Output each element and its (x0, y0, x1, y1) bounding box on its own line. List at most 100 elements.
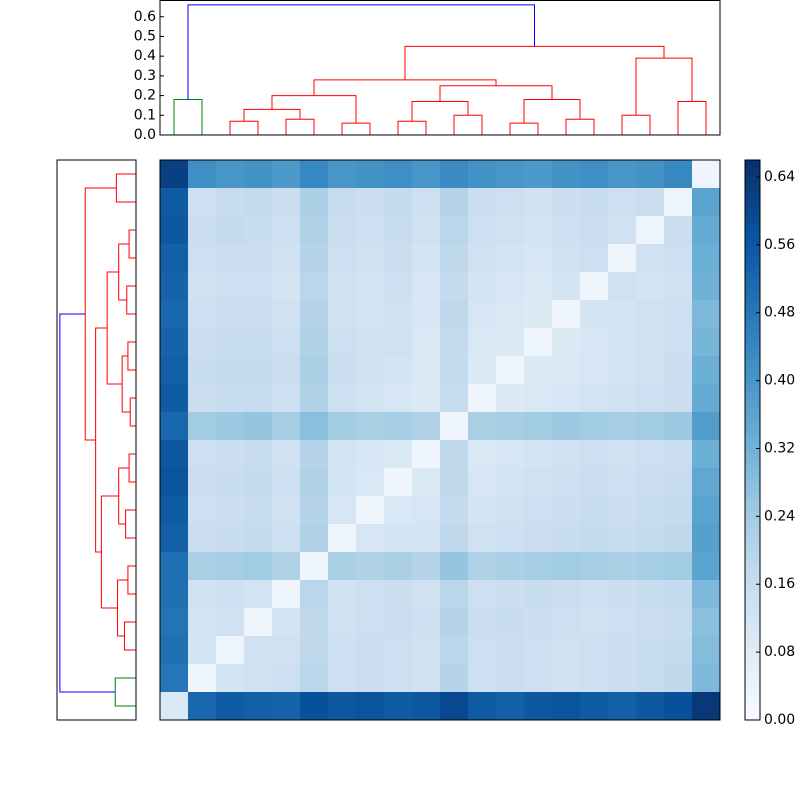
heatmap-cell (608, 440, 637, 469)
heatmap-cell (160, 272, 189, 301)
colorbar-tick-label: 0.16 (764, 576, 795, 592)
heatmap-cell (412, 664, 441, 693)
y-tick-label: 0.4 (134, 48, 156, 64)
heatmap-cell (636, 412, 665, 441)
heatmap-cell (664, 608, 693, 637)
heatmap-cell (356, 160, 385, 189)
heatmap-cell (356, 300, 385, 329)
heatmap-cell (664, 384, 693, 413)
heatmap-cell (188, 328, 217, 357)
dendrogram-link (313, 79, 497, 96)
colorbar-gradient (744, 159, 761, 721)
heatmap-cell (328, 664, 357, 693)
heatmap-cell (608, 552, 637, 581)
dendrogram-link (128, 229, 136, 259)
heatmap-cell (440, 160, 469, 189)
heatmap-cell (412, 468, 441, 497)
heatmap-cell (468, 692, 497, 721)
heatmap-cell (692, 692, 721, 721)
dendrogram-link (397, 120, 427, 135)
heatmap-cell (608, 692, 637, 721)
heatmap-cell (496, 160, 525, 189)
heatmap-cell (300, 636, 329, 665)
heatmap-cell (244, 412, 273, 441)
heatmap-cell (300, 664, 329, 693)
heatmap-cell (468, 440, 497, 469)
heatmap-cell (692, 496, 721, 525)
heatmap-cell (300, 524, 329, 553)
heatmap-cell (384, 608, 413, 637)
y-tick-label: 0.5 (134, 28, 156, 44)
dendrogram-link (100, 495, 119, 609)
dendrogram-link (118, 243, 130, 301)
dendrogram-link (117, 579, 128, 637)
heatmap-cell (244, 636, 273, 665)
heatmap-cell (160, 244, 189, 273)
heatmap-cell (356, 328, 385, 357)
heatmap-cell (468, 272, 497, 301)
heatmap-cell (664, 580, 693, 609)
heatmap-cell (384, 272, 413, 301)
heatmap-cell (160, 216, 189, 245)
heatmap-cell (328, 412, 357, 441)
heatmap-cell (384, 580, 413, 609)
heatmap-cell (580, 412, 609, 441)
heatmap-cell (636, 664, 665, 693)
left-dendrogram (56, 159, 137, 721)
heatmap-cell (384, 636, 413, 665)
heatmap-cell (216, 300, 245, 329)
heatmap-frame (159, 159, 721, 721)
heatmap-cell (496, 692, 525, 721)
heatmap-cell (160, 468, 189, 497)
heatmap-cell (692, 160, 721, 189)
heatmap-cell (188, 440, 217, 469)
heatmap-cell (300, 580, 329, 609)
heatmap-cell (664, 664, 693, 693)
heatmap-cell (664, 692, 693, 721)
heatmap-cell (412, 300, 441, 329)
heatmap-cell (580, 188, 609, 217)
heatmap-cell (580, 664, 609, 693)
heatmap-cell (440, 188, 469, 217)
heatmap-cell (580, 524, 609, 553)
heatmap-cell (160, 384, 189, 413)
heatmap-cell (188, 580, 217, 609)
heatmap-cell (244, 440, 273, 469)
heatmap-cell (636, 608, 665, 637)
dendrogram-link (187, 4, 535, 100)
heatmap-cell (272, 384, 301, 413)
heatmap-cell (384, 692, 413, 721)
heatmap-cell (272, 160, 301, 189)
heatmap-cell (384, 160, 413, 189)
heatmap-cell (496, 216, 525, 245)
heatmap-cell (356, 244, 385, 273)
heatmap-cell (328, 216, 357, 245)
heatmap-cell (440, 524, 469, 553)
heatmap-cell (160, 412, 189, 441)
heatmap-cell (384, 244, 413, 273)
heatmap-cell (300, 328, 329, 357)
heatmap-cell (244, 664, 273, 693)
dendrogram-link (173, 99, 203, 135)
heatmap-cell (524, 580, 553, 609)
heatmap-cell (412, 580, 441, 609)
heatmap-cell (692, 608, 721, 637)
heatmap-cell (188, 552, 217, 581)
y-tick-label: 0.0 (134, 127, 156, 143)
heatmap-cell (384, 328, 413, 357)
heatmap-cell (468, 384, 497, 413)
heatmap-cell (552, 384, 581, 413)
heatmap-cell (552, 496, 581, 525)
heatmap-cell (496, 300, 525, 329)
heatmap-cell (244, 356, 273, 385)
heatmap-cell (300, 552, 329, 581)
heatmap-cell (328, 692, 357, 721)
dendrogram-link (411, 100, 469, 122)
heatmap-cell (160, 580, 189, 609)
heatmap-cell (692, 272, 721, 301)
heatmap-cell (636, 272, 665, 301)
heatmap-cell (608, 300, 637, 329)
heatmap-cell (496, 244, 525, 273)
heatmap-cell (664, 524, 693, 553)
heatmap-cell (328, 496, 357, 525)
